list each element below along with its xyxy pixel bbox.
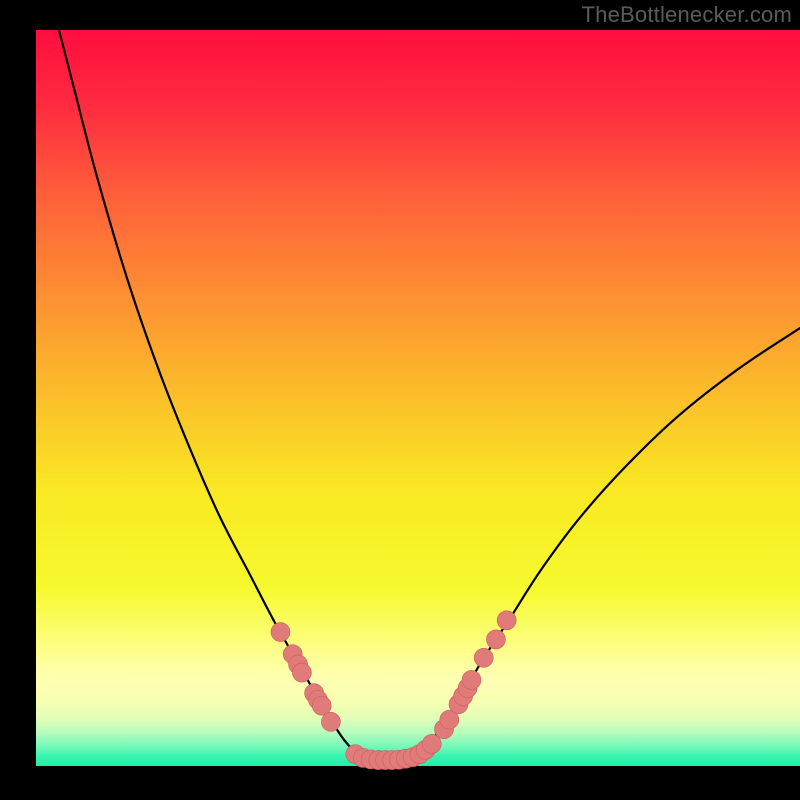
data-marker [497,611,516,630]
bottleneck-chart [0,0,800,800]
data-marker [486,630,505,649]
data-marker [462,670,481,689]
data-marker [312,696,331,715]
data-marker [292,663,311,682]
watermark: TheBottlenecker.com [582,2,792,28]
data-marker [271,623,290,642]
data-marker [321,712,340,731]
chart-container: TheBottlenecker.com [0,0,800,800]
data-marker [474,648,493,667]
data-marker [422,734,441,753]
